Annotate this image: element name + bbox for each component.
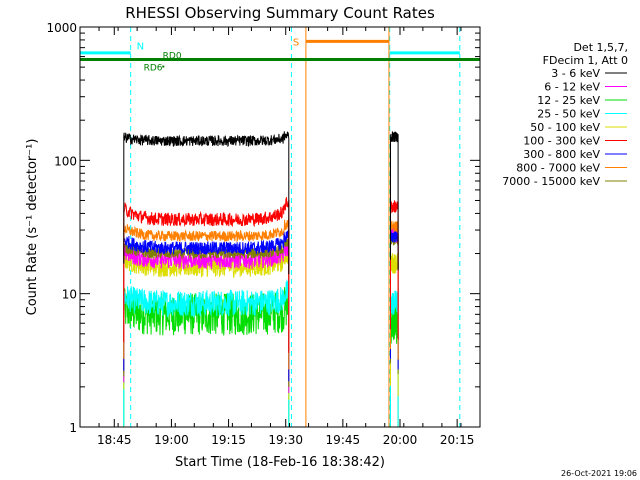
y-tick-label: 1000 — [46, 21, 77, 35]
y-tick-label: 1 — [69, 421, 77, 435]
series-trace-7 — [123, 218, 290, 370]
series-trace-4 — [390, 252, 399, 397]
decimation-marker — [162, 65, 165, 68]
x-tick-label: 19:30 — [268, 433, 303, 447]
legend-entry-label: 3 - 6 keV — [551, 67, 600, 80]
legend-entry-label: 7000 - 15000 keV — [502, 175, 600, 188]
x-tick-label: 20:15 — [440, 433, 475, 447]
legend-entry-label: 100 - 300 keV — [523, 135, 600, 148]
series-trace-0 — [390, 131, 399, 271]
legend-entry-label: 50 - 100 keV — [530, 121, 600, 134]
plot-frame — [79, 26, 481, 428]
legend-entry-label: 25 - 50 keV — [537, 108, 600, 121]
series-trace-6 — [390, 229, 399, 370]
series-trace-5 — [123, 197, 290, 353]
legend-entry-label: 800 - 7000 keV — [516, 162, 600, 175]
axes: 1 10 100 1000 18:45 19:00 19:15 19:30 19:45 20:00… — [46, 21, 481, 447]
chart-title: RHESSI Observing Summary Count Rates — [125, 4, 435, 22]
legend-entry-label: 12 - 25 keV — [537, 94, 600, 107]
legend-entry-label: 6 - 12 keV — [544, 81, 600, 94]
decimation-label: RD0 — [163, 52, 182, 62]
series-trace-5 — [390, 200, 399, 340]
y-tick-label: 100 — [54, 154, 77, 168]
saa-marker-label: S — [293, 37, 299, 48]
x-tick-label: 18:45 — [97, 433, 132, 447]
y-tick-label: 10 — [62, 288, 77, 302]
x-axis-label: Start Time (18-Feb-16 18:38:42) — [175, 455, 385, 470]
series-trace-7 — [390, 221, 399, 360]
series-trace-3 — [123, 279, 290, 427]
legend-header: Det 1,5,7, — [573, 41, 628, 54]
x-tick-label: 19:45 — [326, 433, 361, 447]
y-axis-label: Count Rate (s⁻¹ detector⁻¹) — [25, 139, 40, 316]
legend-header: FDecim 1, Att 0 — [543, 54, 628, 67]
night-marker-label: N — [137, 42, 144, 53]
legend-entry-label: 300 - 800 keV — [523, 148, 600, 161]
series-trace-3 — [390, 290, 399, 427]
footer-timestamp: 26-Oct-2021 19:06 — [561, 469, 637, 478]
x-tick-label: 20:00 — [383, 433, 418, 447]
series-trace-6 — [123, 228, 290, 382]
x-tick-label: 19:00 — [154, 433, 189, 447]
x-tick-label: 19:15 — [211, 433, 246, 447]
series-trace-0 — [123, 131, 290, 275]
decimation-label: RD6 — [144, 64, 163, 74]
